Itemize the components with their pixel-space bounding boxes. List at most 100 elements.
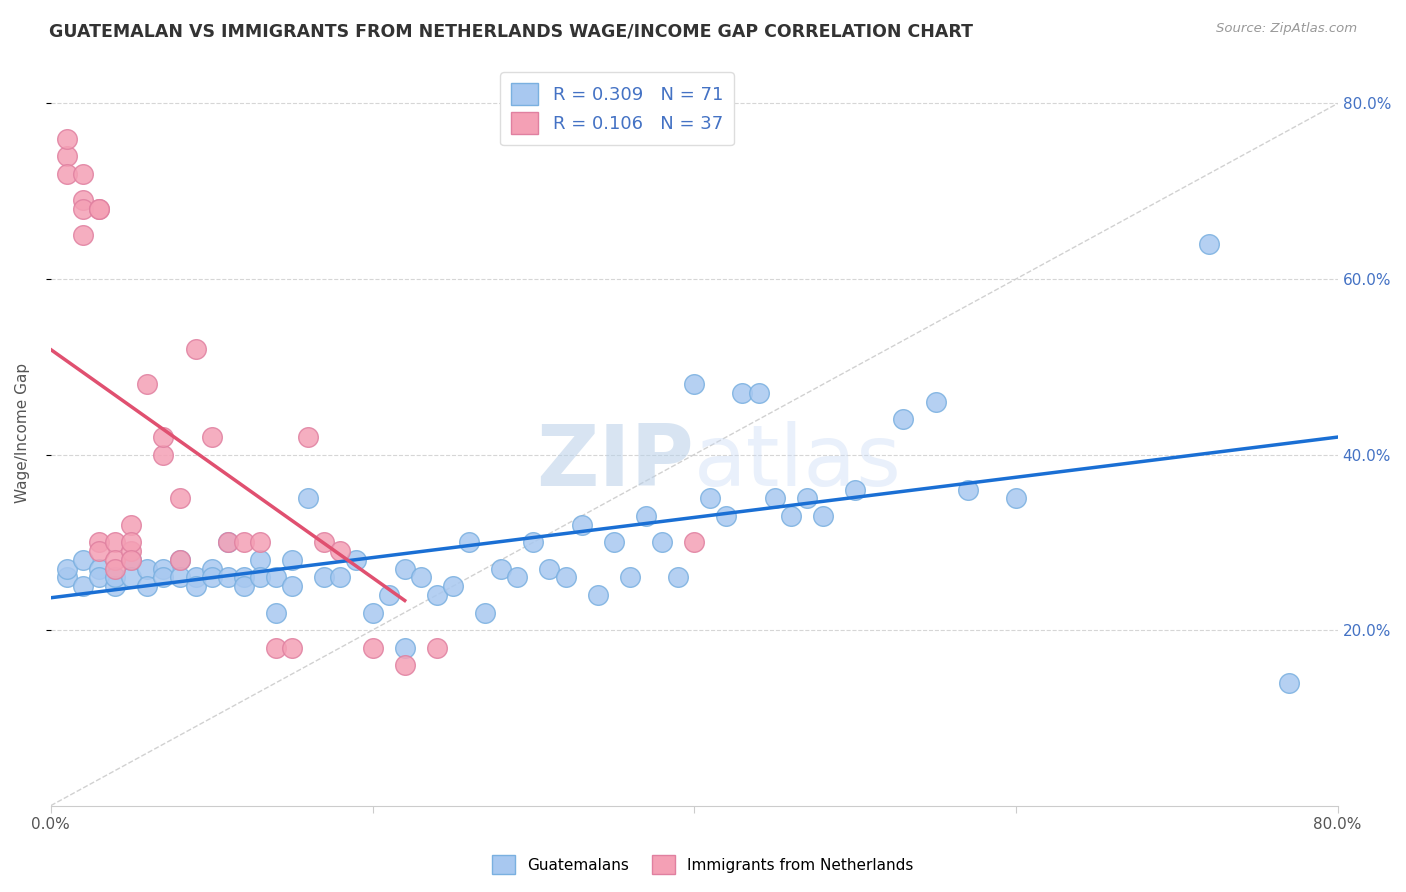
Point	[104, 561, 127, 575]
Point	[314, 535, 336, 549]
Point	[104, 535, 127, 549]
Point	[184, 579, 207, 593]
Point	[264, 570, 287, 584]
Point	[329, 570, 352, 584]
Point	[699, 491, 721, 506]
Point	[87, 570, 110, 584]
Point	[136, 579, 159, 593]
Point	[152, 448, 174, 462]
Point	[264, 640, 287, 655]
Point	[87, 202, 110, 216]
Point	[297, 491, 319, 506]
Point	[554, 570, 576, 584]
Text: atlas: atlas	[695, 421, 903, 504]
Point	[120, 544, 142, 558]
Point	[329, 544, 352, 558]
Point	[394, 640, 416, 655]
Point	[72, 553, 94, 567]
Point	[571, 517, 593, 532]
Text: ZIP: ZIP	[537, 421, 695, 504]
Point	[683, 377, 706, 392]
Point	[120, 570, 142, 584]
Point	[924, 395, 946, 409]
Point	[281, 579, 304, 593]
Legend: Guatemalans, Immigrants from Netherlands: Guatemalans, Immigrants from Netherlands	[486, 849, 920, 880]
Point	[1005, 491, 1028, 506]
Point	[522, 535, 544, 549]
Point	[201, 561, 224, 575]
Point	[249, 570, 271, 584]
Legend: R = 0.309   N = 71, R = 0.106   N = 37: R = 0.309 N = 71, R = 0.106 N = 37	[501, 72, 734, 145]
Point	[281, 553, 304, 567]
Point	[169, 491, 191, 506]
Point	[956, 483, 979, 497]
Point	[217, 570, 239, 584]
Point	[136, 561, 159, 575]
Point	[666, 570, 689, 584]
Point	[264, 606, 287, 620]
Point	[474, 606, 496, 620]
Point	[361, 640, 384, 655]
Point	[731, 386, 754, 401]
Point	[232, 579, 254, 593]
Point	[72, 193, 94, 207]
Point	[87, 202, 110, 216]
Point	[844, 483, 866, 497]
Point	[314, 570, 336, 584]
Point	[377, 588, 399, 602]
Point	[184, 343, 207, 357]
Point	[811, 508, 834, 523]
Point	[56, 149, 79, 163]
Point	[1198, 236, 1220, 251]
Y-axis label: Wage/Income Gap: Wage/Income Gap	[15, 362, 30, 503]
Point	[394, 658, 416, 673]
Point	[136, 377, 159, 392]
Point	[184, 570, 207, 584]
Point	[87, 544, 110, 558]
Point	[104, 553, 127, 567]
Point	[297, 430, 319, 444]
Point	[409, 570, 432, 584]
Point	[361, 606, 384, 620]
Point	[169, 570, 191, 584]
Point	[683, 535, 706, 549]
Point	[1278, 675, 1301, 690]
Point	[538, 561, 561, 575]
Point	[87, 561, 110, 575]
Point	[779, 508, 801, 523]
Point	[249, 535, 271, 549]
Point	[217, 535, 239, 549]
Point	[634, 508, 657, 523]
Point	[249, 553, 271, 567]
Point	[169, 553, 191, 567]
Point	[586, 588, 609, 602]
Point	[748, 386, 770, 401]
Point	[104, 570, 127, 584]
Point	[56, 167, 79, 181]
Point	[201, 430, 224, 444]
Point	[458, 535, 481, 549]
Point	[72, 167, 94, 181]
Point	[891, 412, 914, 426]
Point	[217, 535, 239, 549]
Point	[716, 508, 738, 523]
Point	[72, 228, 94, 243]
Point	[169, 553, 191, 567]
Point	[394, 561, 416, 575]
Point	[56, 570, 79, 584]
Point	[72, 579, 94, 593]
Point	[796, 491, 818, 506]
Point	[232, 570, 254, 584]
Text: Source: ZipAtlas.com: Source: ZipAtlas.com	[1216, 22, 1357, 36]
Point	[104, 579, 127, 593]
Point	[506, 570, 529, 584]
Point	[489, 561, 512, 575]
Point	[426, 588, 449, 602]
Point	[441, 579, 464, 593]
Point	[619, 570, 641, 584]
Point	[201, 570, 224, 584]
Point	[763, 491, 786, 506]
Point	[152, 570, 174, 584]
Point	[120, 535, 142, 549]
Point	[56, 131, 79, 145]
